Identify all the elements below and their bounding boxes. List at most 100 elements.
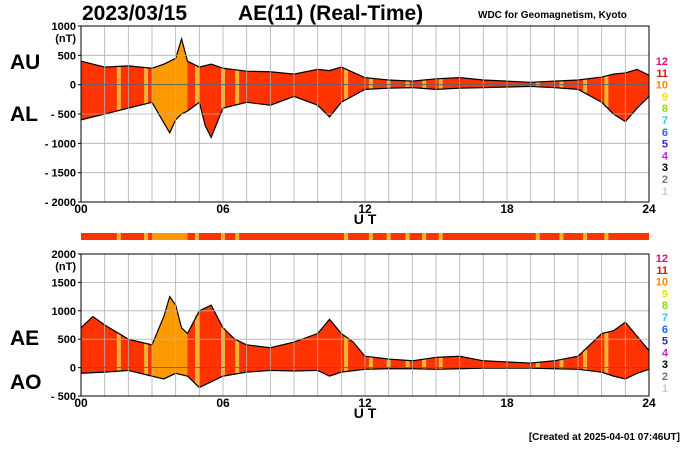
panel-au-al bbox=[78, 25, 650, 203]
legend-level-2: 2 bbox=[662, 371, 668, 383]
quality-bar-stripe bbox=[583, 233, 588, 240]
quality-bar-stripe bbox=[405, 233, 410, 240]
quality-bar-stripe bbox=[116, 233, 121, 240]
legend-level-3: 3 bbox=[662, 162, 668, 174]
y-tick-label: 500 bbox=[58, 50, 76, 62]
x-tick-label: 18 bbox=[500, 202, 514, 216]
legend-level-12: 12 bbox=[656, 253, 668, 265]
y-unit-label: (nT) bbox=[55, 33, 76, 45]
quality-bar-stripe bbox=[194, 233, 199, 240]
quality-stripe bbox=[344, 336, 349, 372]
legend-level-2: 2 bbox=[662, 174, 668, 186]
y-tick-label: 2000 bbox=[52, 249, 76, 261]
y-tick-label: - 1000 bbox=[45, 138, 76, 150]
quality-stripe bbox=[438, 78, 443, 90]
quality-stripe bbox=[604, 75, 609, 107]
x-tick-label: 24 bbox=[642, 396, 656, 410]
legend-level-8: 8 bbox=[662, 300, 668, 312]
x-tick-label: 12 bbox=[358, 202, 372, 216]
quality-stripe bbox=[422, 359, 427, 370]
degraded-fill bbox=[152, 296, 188, 379]
quality-stripe bbox=[144, 343, 149, 375]
x-tick-label: 00 bbox=[74, 202, 88, 216]
y-tick-label: - 500 bbox=[51, 109, 76, 121]
quality-bar-stripe bbox=[235, 233, 240, 240]
legend-level-11: 11 bbox=[656, 68, 668, 80]
quality-stripe bbox=[583, 349, 588, 371]
quality-bar-stripe bbox=[344, 233, 349, 240]
legend-level-5: 5 bbox=[662, 139, 668, 151]
y-tick-label: - 1500 bbox=[45, 168, 76, 180]
x-tick-label: 18 bbox=[500, 396, 514, 410]
legend-level-4: 4 bbox=[662, 150, 669, 162]
quality-bar-degraded bbox=[152, 233, 188, 240]
quality-bar-stripe bbox=[604, 233, 609, 240]
quality-stripe bbox=[438, 357, 443, 370]
quality-stripe bbox=[368, 356, 373, 370]
degraded-fill bbox=[152, 38, 188, 133]
series-line-al bbox=[80, 85, 650, 139]
quality-stripe bbox=[583, 79, 588, 94]
quality-bar-stripe bbox=[386, 233, 391, 240]
quality-bar-stripe bbox=[559, 233, 564, 240]
legend-level-11: 11 bbox=[656, 265, 668, 277]
legend-level-6: 6 bbox=[662, 127, 668, 139]
x-tick-label: 00 bbox=[74, 396, 88, 410]
x-tick-label: 24 bbox=[642, 202, 656, 216]
quality-stripe bbox=[116, 66, 121, 111]
legend-level-5: 5 bbox=[662, 336, 668, 348]
quality-stripe bbox=[405, 360, 410, 369]
legend-level-10: 10 bbox=[656, 277, 668, 289]
legend-level-1: 1 bbox=[662, 186, 668, 198]
x-tick-label: 06 bbox=[216, 396, 230, 410]
side-label-ae: AE bbox=[10, 327, 40, 350]
quality-bar-stripe bbox=[368, 233, 373, 240]
quality-bar-stripe bbox=[422, 233, 427, 240]
quality-stripe bbox=[144, 67, 149, 104]
quality-stripe bbox=[535, 362, 540, 369]
legend-level-6: 6 bbox=[662, 324, 668, 336]
created-timestamp: [Created at 2025-04-01 07:46UT] bbox=[528, 432, 680, 443]
legend-level-10: 10 bbox=[656, 80, 668, 92]
y-tick-label: 1000 bbox=[52, 306, 76, 318]
legend-level-9: 9 bbox=[662, 91, 668, 103]
legend-level-4: 4 bbox=[662, 347, 669, 359]
quality-bar-stripe bbox=[221, 233, 225, 240]
legend-level-12: 12 bbox=[656, 56, 668, 68]
side-label-au: AU bbox=[10, 51, 41, 74]
legend-level-1: 1 bbox=[662, 383, 668, 395]
x-tick-label: 06 bbox=[216, 202, 230, 216]
quality-stripe bbox=[368, 78, 373, 90]
x-axis-label: U T bbox=[354, 211, 377, 227]
y-tick-label: 1000 bbox=[52, 21, 76, 33]
y-tick-label: 0 bbox=[70, 363, 76, 375]
legend-level-8: 8 bbox=[662, 103, 668, 115]
legend-level-9: 9 bbox=[662, 288, 668, 300]
quality-stripe bbox=[604, 332, 609, 374]
panel-ae-ao bbox=[78, 253, 650, 397]
quality-stripe bbox=[235, 340, 240, 374]
y-tick-label: 500 bbox=[58, 334, 76, 346]
quality-stripe bbox=[116, 333, 121, 372]
side-label-ao: AO bbox=[10, 371, 42, 394]
quality-stripe bbox=[559, 359, 564, 369]
legend-level-3: 3 bbox=[662, 359, 668, 371]
y-unit-label: (nT) bbox=[55, 261, 76, 273]
y-tick-label: - 2000 bbox=[45, 197, 76, 209]
date-label: 2023/03/15 bbox=[82, 2, 188, 25]
quality-bar-stripe bbox=[438, 233, 443, 240]
y-tick-label: 1500 bbox=[52, 277, 76, 289]
quality-bar-stripe bbox=[144, 233, 149, 240]
quality-stripe bbox=[422, 79, 427, 89]
quality-stripe bbox=[235, 70, 240, 105]
y-tick-label: - 500 bbox=[51, 391, 76, 403]
legend-level-7: 7 bbox=[662, 312, 668, 324]
x-axis-label: U T bbox=[354, 405, 377, 421]
chart-title: AE(11) (Real-Time) bbox=[238, 2, 424, 25]
quality-bar bbox=[81, 233, 649, 240]
x-tick-label: 12 bbox=[358, 396, 372, 410]
y-tick-label: 0 bbox=[70, 80, 76, 92]
plot-frame bbox=[80, 253, 650, 397]
legend-level-7: 7 bbox=[662, 115, 668, 127]
